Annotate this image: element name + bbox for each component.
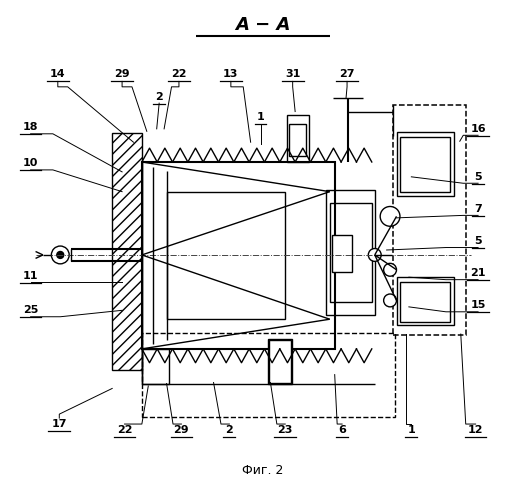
- Text: 23: 23: [278, 426, 293, 436]
- Text: 12: 12: [468, 426, 483, 436]
- Text: 25: 25: [23, 306, 38, 316]
- Bar: [112, 134, 142, 370]
- Text: 2: 2: [226, 426, 233, 436]
- Circle shape: [380, 206, 400, 227]
- Text: 17: 17: [52, 419, 67, 429]
- Text: 5: 5: [474, 236, 482, 246]
- Text: 13: 13: [223, 70, 239, 80]
- Text: 21: 21: [470, 268, 486, 278]
- Text: 31: 31: [285, 70, 300, 80]
- Bar: [398, 276, 454, 325]
- Bar: [142, 349, 169, 384]
- Text: 1: 1: [257, 112, 265, 122]
- Circle shape: [383, 294, 397, 307]
- Bar: [330, 203, 372, 302]
- Bar: [332, 235, 352, 272]
- Circle shape: [368, 248, 381, 262]
- Text: 7: 7: [474, 204, 482, 214]
- Bar: [400, 282, 450, 322]
- Text: 27: 27: [339, 70, 355, 80]
- Text: Фиг. 2: Фиг. 2: [242, 464, 284, 476]
- Bar: [269, 340, 291, 382]
- Text: 14: 14: [50, 70, 66, 80]
- Bar: [392, 105, 466, 335]
- Text: 2: 2: [155, 92, 163, 102]
- Text: 11: 11: [23, 270, 38, 280]
- Text: 10: 10: [23, 158, 38, 168]
- Text: 16: 16: [470, 124, 486, 134]
- Text: 22: 22: [171, 70, 187, 80]
- Bar: [167, 192, 285, 319]
- Circle shape: [52, 246, 69, 264]
- Bar: [142, 162, 335, 349]
- Circle shape: [57, 252, 64, 258]
- Circle shape: [383, 264, 397, 276]
- Bar: [268, 339, 292, 384]
- Bar: [142, 333, 395, 417]
- Text: 29: 29: [174, 426, 189, 436]
- Text: 15: 15: [470, 300, 486, 310]
- Text: 18: 18: [23, 122, 38, 132]
- Text: 29: 29: [114, 70, 130, 80]
- Bar: [400, 138, 450, 192]
- Text: 22: 22: [117, 426, 133, 436]
- Text: 6: 6: [338, 426, 346, 436]
- Text: 5: 5: [474, 172, 482, 182]
- Text: 1: 1: [408, 426, 415, 436]
- Bar: [398, 132, 454, 196]
- Bar: [289, 124, 306, 156]
- Text: А − А: А − А: [235, 16, 291, 34]
- Bar: [287, 115, 309, 162]
- Bar: [326, 190, 375, 316]
